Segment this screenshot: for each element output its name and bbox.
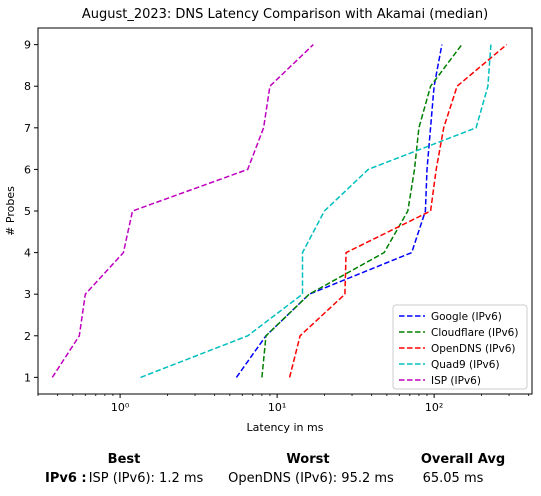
- legend-entry-label: Cloudflare (IPv6): [431, 327, 518, 339]
- legend: Google (IPv6) Cloudflare (IPv6) OpenDNS (I…: [392, 304, 528, 390]
- latency-chart: August_2023: DNS Latency Comparison with…: [4, 7, 533, 434]
- series-lines: [51, 44, 508, 379]
- y-tick-label: 8: [24, 80, 31, 93]
- legend-entry-label: Quad9 (IPv6): [431, 359, 500, 371]
- chart-title: August_2023: DNS Latency Comparison with…: [82, 7, 488, 22]
- series-line-cloudflare-ipv6: [261, 44, 463, 378]
- axis-ticks: 1 2 3 4 5 6 7 8 9 10⁰ 10¹ 10²: [24, 39, 530, 414]
- best-value: ISP (IPv6): 1.2 ms: [88, 471, 204, 486]
- series-line-quad9-ipv6: [140, 44, 492, 379]
- y-tick-label: 6: [24, 163, 31, 176]
- y-tick-label: 5: [24, 205, 31, 218]
- best-header: Best: [107, 452, 141, 467]
- overall-avg-value: 65.05 ms: [422, 471, 484, 486]
- x-tick-label: 10¹: [268, 401, 286, 414]
- legend-entry-label: Google (IPv6): [431, 311, 502, 323]
- worst-value: OpenDNS (IPv6): 95.2 ms: [228, 471, 394, 486]
- y-tick-label: 4: [24, 247, 31, 260]
- legend-entry-label: OpenDNS (IPv6): [431, 343, 516, 355]
- worst-header: Worst: [286, 452, 330, 467]
- ipv6-row-label: IPv6 :: [45, 471, 87, 486]
- y-tick-label: 9: [24, 39, 31, 52]
- x-tick-label: 10²: [425, 401, 443, 414]
- series-line-isp-ipv6: [51, 44, 314, 378]
- x-tick-label: 10⁰: [111, 401, 130, 414]
- y-tick-label: 2: [24, 330, 31, 343]
- y-tick-label: 7: [24, 122, 31, 135]
- overall-avg-header: Overall Avg: [420, 452, 506, 467]
- x-axis-label: Latency in ms: [247, 421, 324, 434]
- y-tick-label: 1: [24, 371, 31, 384]
- y-tick-label: 3: [24, 288, 31, 301]
- legend-entry-label: ISP (IPv6): [431, 375, 481, 387]
- y-axis-label: # Probes: [4, 186, 17, 236]
- legend-box: [392, 304, 528, 390]
- series-line-opendns-ipv6: [288, 44, 508, 378]
